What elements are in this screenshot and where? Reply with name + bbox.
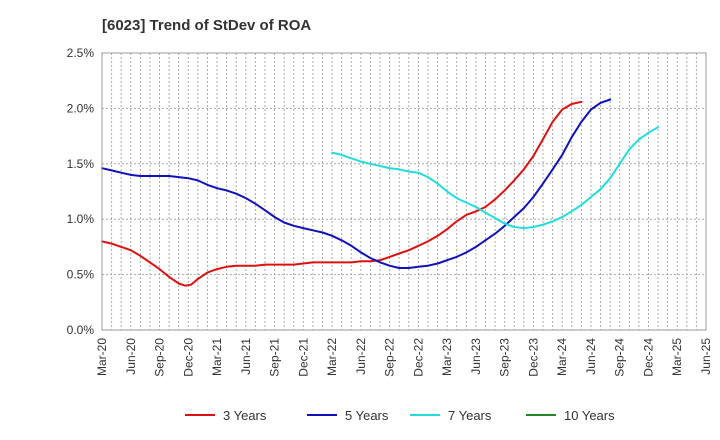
- y-tick-label: 2.0%: [67, 101, 95, 115]
- series-lines: [101, 98, 659, 287]
- y-axis: 0.0% 0.5% 1.0% 1.5% 2.0% 2.5%: [67, 46, 95, 337]
- legend-label: 10 Years: [564, 408, 615, 423]
- y-tick-label: 0.5%: [67, 268, 95, 282]
- x-tick-label: Mar-25: [670, 338, 684, 376]
- y-tick-label: 1.0%: [67, 212, 95, 226]
- x-tick-label: Mar-20: [95, 338, 109, 376]
- series-line-7-years: [331, 126, 659, 230]
- x-tick-label: Dec-20: [181, 338, 195, 377]
- x-tick-label: Sep-21: [268, 338, 282, 377]
- x-tick-label: Jun-24: [584, 338, 598, 375]
- chart-title: [6023] Trend of StDev of ROA: [102, 17, 311, 34]
- legend: 3 Years 5 Years 7 Years 10 Years: [185, 408, 615, 423]
- series-line-5-years: [101, 98, 612, 269]
- x-tick-label: Sep-24: [613, 338, 627, 377]
- x-tick-label: Mar-23: [440, 338, 454, 376]
- y-tick-label: 2.5%: [67, 46, 95, 60]
- series-line-3-years: [101, 100, 583, 287]
- x-tick-label: Jun-21: [239, 338, 253, 375]
- x-tick-label: Sep-20: [153, 338, 167, 377]
- x-tick-label: Jun-25: [699, 338, 713, 375]
- x-tick-label: Mar-22: [325, 338, 339, 376]
- x-tick-label: Dec-23: [526, 338, 540, 377]
- legend-label: 7 Years: [448, 408, 492, 423]
- x-tick-label: Mar-21: [210, 338, 224, 376]
- x-axis: Mar-20 Jun-20 Sep-20 Dec-20 Mar-21 Jun-21 Sep-…: [95, 338, 713, 377]
- x-tick-label: Sep-23: [498, 338, 512, 377]
- x-tick-label: Mar-24: [555, 338, 569, 376]
- x-tick-label: Jun-23: [469, 338, 483, 375]
- x-tick-label: Dec-21: [296, 338, 310, 377]
- x-tick-label: Jun-20: [124, 338, 138, 375]
- y-tick-label: 1.5%: [67, 157, 95, 171]
- x-tick-label: Jun-22: [354, 338, 368, 375]
- x-tick-label: Dec-24: [641, 338, 655, 377]
- grid-lines: [102, 53, 706, 330]
- x-tick-label: Dec-22: [411, 338, 425, 377]
- legend-label: 5 Years: [345, 408, 389, 423]
- x-tick-label: Sep-22: [383, 338, 397, 377]
- y-tick-label: 0.0%: [67, 323, 95, 337]
- plot-area-border: [101, 52, 707, 331]
- legend-label: 3 Years: [223, 408, 267, 423]
